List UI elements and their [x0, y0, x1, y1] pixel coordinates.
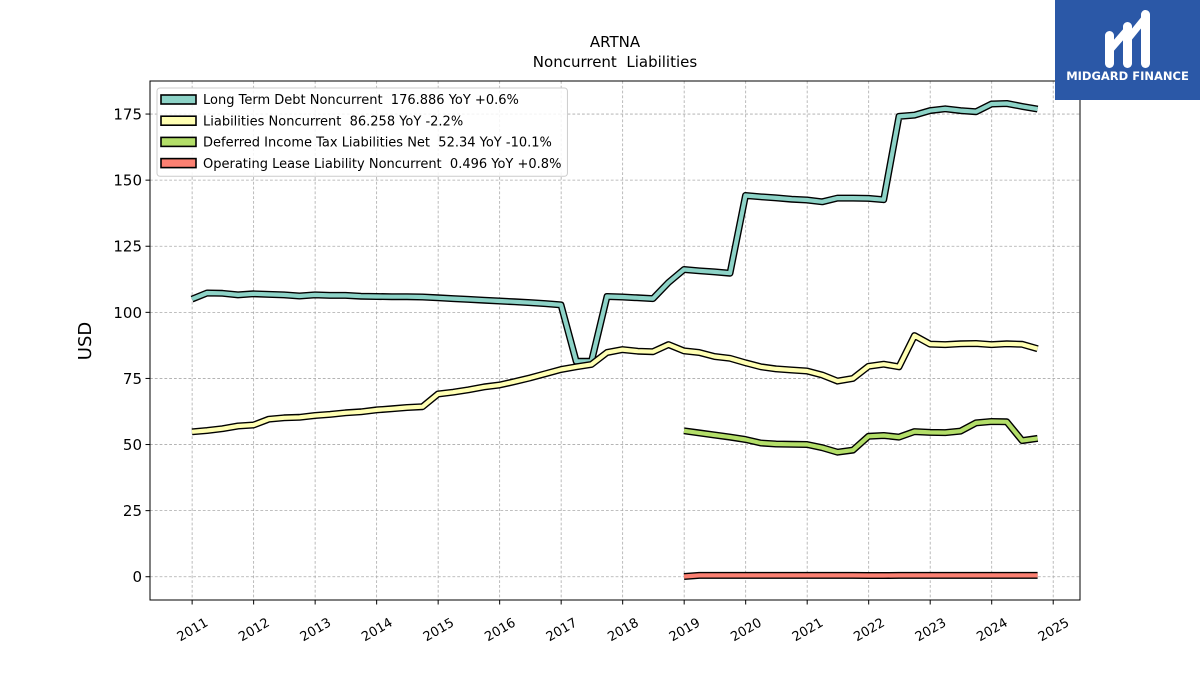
y-tick-label: 75 [123, 370, 142, 388]
series-2 [683, 418, 1039, 456]
legend: Long Term Debt Noncurrent 176.886 YoY +0… [156, 87, 568, 177]
series-line [683, 573, 1038, 579]
y-tick-label: 175 [113, 106, 142, 124]
legend-item: Deferred Income Tax Liabilities Net 52.3… [160, 136, 552, 151]
legend-item: Long Term Debt Noncurrent 176.886 YoY +0… [160, 93, 519, 108]
y-tick-label: 0 [132, 568, 142, 586]
logo-wordmark: MIDGARD FINANCE [1066, 69, 1189, 83]
legend-swatch [160, 115, 197, 126]
y-tick-label: 50 [123, 436, 142, 454]
legend-item: Operating Lease Liability Noncurrent 0.4… [160, 157, 561, 172]
series-0 [190, 100, 1039, 365]
legend-box [156, 87, 568, 177]
y-tick-label: 25 [123, 502, 142, 520]
series-1 [191, 332, 1039, 436]
series-lines [190, 100, 1039, 580]
legend-swatch [160, 157, 197, 169]
legend-item: Liabilities Noncurrent 86.258 YoY -2.2% [160, 114, 463, 129]
y-tick-label: 150 [113, 172, 142, 190]
y-tick-label: 100 [113, 304, 142, 322]
plot-frame [149, 80, 1081, 601]
legend-swatch [160, 136, 197, 148]
y-axis-label: USD [75, 322, 96, 360]
series-3 [683, 571, 1038, 580]
logo-mark-icon [1105, 10, 1150, 68]
series-line [191, 101, 1038, 364]
y-axis: 0 25 50 75 100 125 150 175 [113, 106, 150, 586]
legend-label: Deferred Income Tax Liabilities Net 52.3… [203, 136, 552, 151]
y-tick-label: 125 [113, 238, 142, 256]
legend-label: Liabilities Noncurrent 86.258 YoY -2.2% [203, 114, 463, 129]
legend-swatch [160, 94, 197, 105]
legend-label: Long Term Debt Noncurrent 176.886 YoY +0… [203, 93, 519, 108]
brand-logo: MIDGARD FINANCE [1055, 0, 1200, 100]
series-line [191, 333, 1039, 434]
series-line [683, 419, 1038, 455]
chart-title: ARTNA [590, 33, 641, 51]
legend-label: Operating Lease Liability Noncurrent 0.4… [203, 157, 561, 172]
chart-subtitle: Noncurrent Liabilities [533, 53, 698, 71]
